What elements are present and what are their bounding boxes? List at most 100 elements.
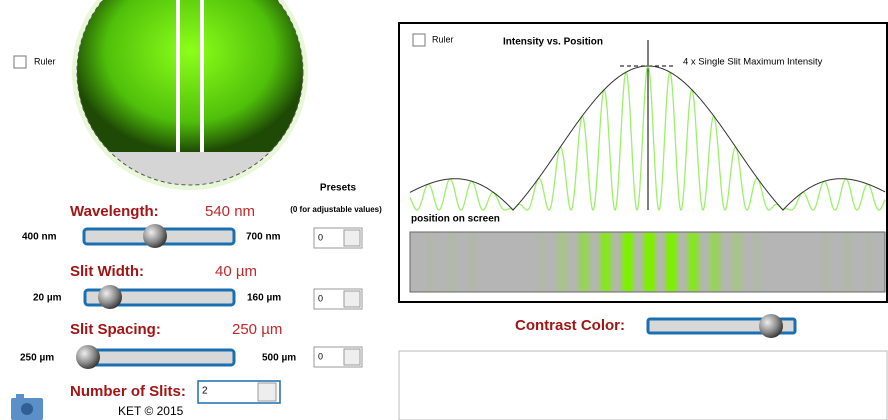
slit-width-label: Slit Width: xyxy=(70,263,144,280)
slits-label: Number of Slits: xyxy=(70,383,186,400)
fringe-stripe xyxy=(627,233,629,291)
presets-title: Presets xyxy=(320,183,357,194)
fringe-stripe xyxy=(603,233,605,291)
wavelength-value: 540 nm xyxy=(205,203,255,220)
fringe-stripe xyxy=(723,233,725,291)
fringe-stripe xyxy=(679,233,681,291)
ruler-checkbox[interactable] xyxy=(413,34,425,46)
slit-width-value: 40 µm xyxy=(215,263,257,280)
fringe-stripe xyxy=(585,233,587,291)
fringe-stripe xyxy=(601,233,603,291)
fringe-stripe xyxy=(675,233,677,291)
fringe-stripe xyxy=(471,233,473,291)
fringe-stripe xyxy=(595,233,597,291)
fringe-stripe xyxy=(475,233,477,291)
fringe-stripe xyxy=(677,233,679,291)
slider-thumb[interactable] xyxy=(759,314,783,338)
fringe-stripe xyxy=(605,233,607,291)
fringe-stripe xyxy=(607,233,609,291)
fringe-stripe xyxy=(701,233,703,291)
fringe-stripe xyxy=(447,233,449,291)
fringe-stripe xyxy=(565,233,567,291)
fringe-stripe xyxy=(617,233,619,291)
fringe-stripe xyxy=(741,233,743,291)
wavelength-min: 400 nm xyxy=(22,232,57,243)
fringe-stripe xyxy=(699,233,701,291)
fringe-stripe xyxy=(611,233,613,291)
max-annotation: 4 x Single Slit Maximum Intensity xyxy=(683,57,823,68)
slider-thumb[interactable] xyxy=(98,285,122,309)
fringe-stripe xyxy=(727,233,729,291)
fringe-stripe xyxy=(599,233,601,291)
fringe-stripe xyxy=(849,233,851,291)
fringe-stripe xyxy=(687,233,689,291)
fringe-stripe xyxy=(591,233,593,291)
slider-thumb[interactable] xyxy=(143,224,167,248)
spinner[interactable] xyxy=(344,291,360,307)
slit-spacing-slider[interactable] xyxy=(85,350,234,365)
fringe-stripe xyxy=(433,233,435,291)
fringe-stripe xyxy=(581,233,583,291)
fringe-stripe xyxy=(755,233,757,291)
fringe-stripe xyxy=(589,233,591,291)
fringe-stripe xyxy=(453,233,455,291)
fringe-stripe xyxy=(733,233,735,291)
fringe-stripe xyxy=(559,233,561,291)
wavelength-label: Wavelength: xyxy=(70,203,159,220)
spinner[interactable] xyxy=(344,349,360,365)
fringe-stripe xyxy=(541,233,543,291)
fringe-stripe xyxy=(647,233,649,291)
fringe-stripe xyxy=(847,233,849,291)
fringe-stripe xyxy=(467,233,469,291)
fringe-stripe xyxy=(657,233,659,291)
fringe-stripe xyxy=(827,233,829,291)
fringe-stripe xyxy=(577,233,579,291)
fringe-stripe xyxy=(535,233,537,291)
fringe-stripe xyxy=(645,233,647,291)
slit-spacing-max: 500 µm xyxy=(262,353,296,364)
fringe-stripe xyxy=(643,233,645,291)
wavelength-max: 700 nm xyxy=(246,232,281,243)
slits-value: 2 xyxy=(202,386,208,397)
spinner[interactable] xyxy=(258,383,276,401)
fringe-stripe xyxy=(735,233,737,291)
app: Ruler Presets (0 for adjustable values) … xyxy=(0,0,888,420)
fringe-stripe xyxy=(685,233,687,291)
fringe-stripe xyxy=(829,233,831,291)
fringe-stripe xyxy=(449,233,451,291)
fringe-stripe xyxy=(557,233,559,291)
fringe-stripe xyxy=(823,233,825,291)
fringe-stripe xyxy=(667,233,669,291)
fringe-stripe xyxy=(689,233,691,291)
fringe-stripe xyxy=(695,233,697,291)
fringe-stripe xyxy=(575,233,577,291)
fringe-stripe xyxy=(597,233,599,291)
fringe-stripe xyxy=(635,233,637,291)
fringe-stripe xyxy=(579,233,581,291)
fringe-stripe xyxy=(757,233,759,291)
fringe-stripe xyxy=(737,233,739,291)
screen-view xyxy=(70,0,310,192)
fringe-stripe xyxy=(715,233,717,291)
fringe-stripe xyxy=(691,233,693,291)
fringe-stripe xyxy=(629,233,631,291)
graph-title: Intensity vs. Position xyxy=(503,37,603,48)
fringe-stripe xyxy=(655,233,657,291)
fringe-stripe xyxy=(729,233,731,291)
fringe-stripe xyxy=(631,233,633,291)
fringe-stripe xyxy=(621,233,623,291)
spinner[interactable] xyxy=(344,230,360,246)
preset-inputs: 0 0 0 xyxy=(314,228,362,367)
slider-thumb[interactable] xyxy=(76,345,100,369)
fringe-stripe xyxy=(843,233,845,291)
fringe-stripe xyxy=(871,233,873,291)
fringe-stripe xyxy=(619,233,621,291)
ruler-checkbox[interactable] xyxy=(14,56,26,68)
fringe-stripe xyxy=(641,233,643,291)
fringe-stripe xyxy=(707,233,709,291)
fringe-stripe xyxy=(469,233,471,291)
ruler-label: Ruler xyxy=(34,56,56,66)
camera-icon[interactable] xyxy=(11,394,43,420)
fringe-stripe xyxy=(709,233,711,291)
preset-value: 0 xyxy=(318,293,323,303)
